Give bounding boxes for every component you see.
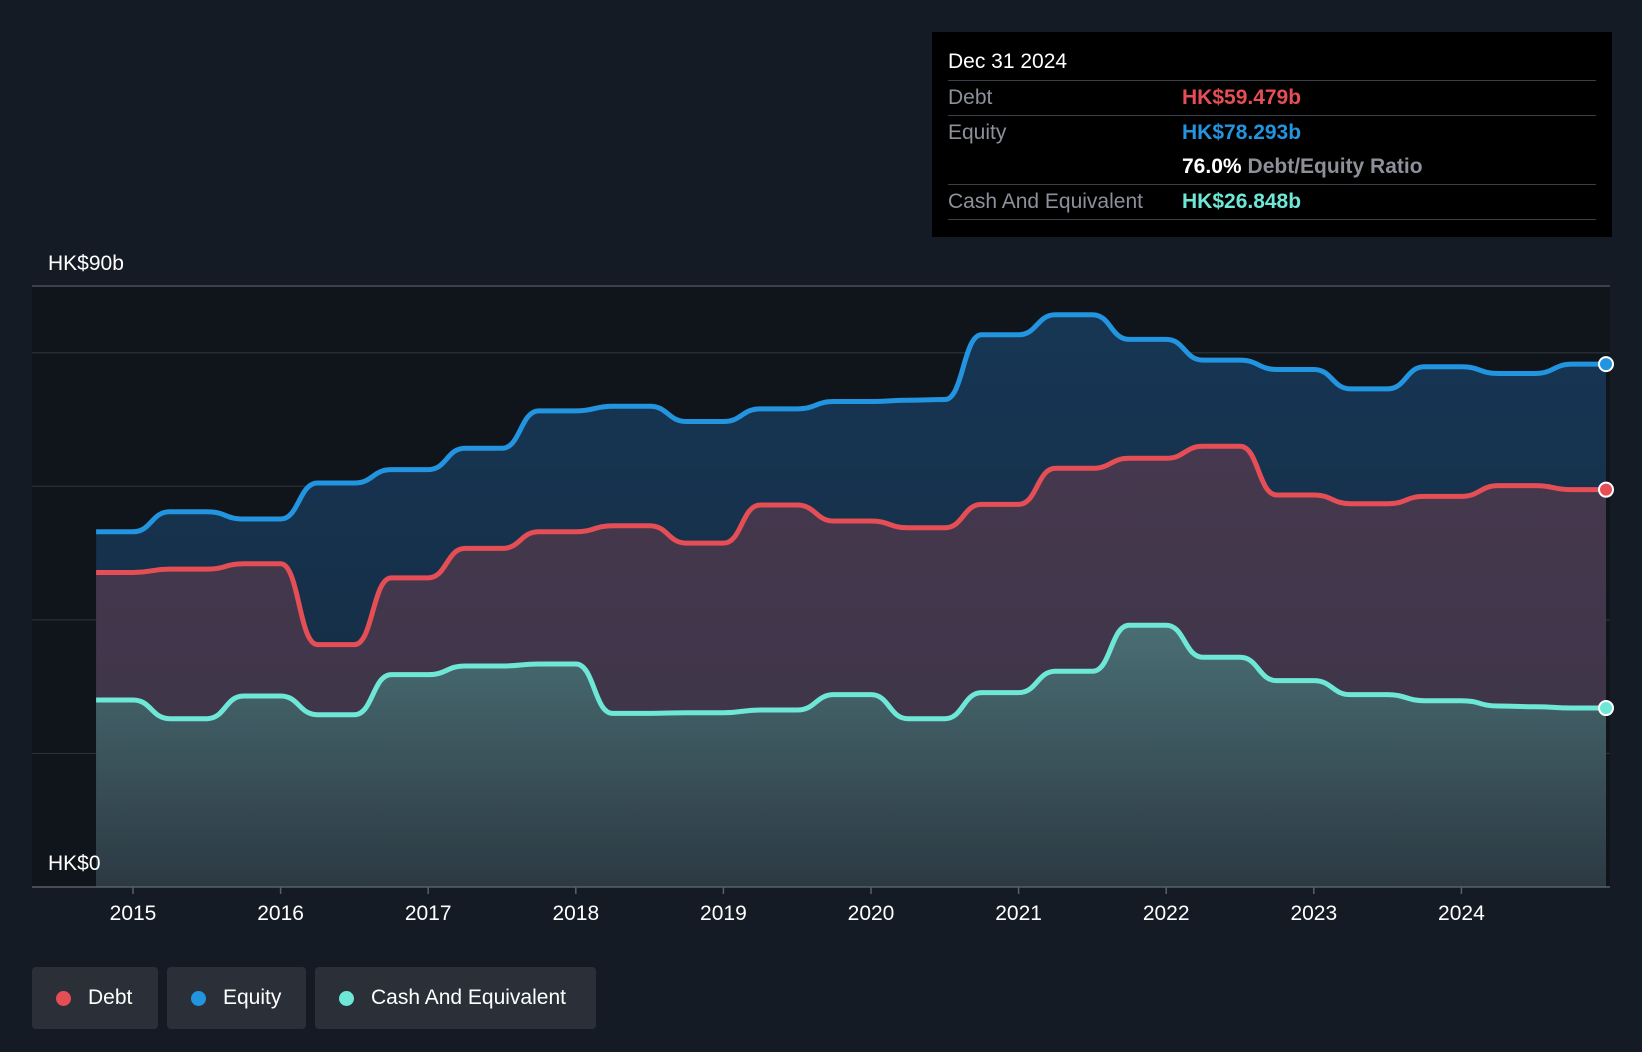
tooltip-cash-value: HK$26.848b xyxy=(1182,190,1302,213)
tooltip-ratio-row: 76.0% Debt/Equity Ratio xyxy=(948,150,1596,184)
series-areas xyxy=(96,314,1607,887)
y-axis-bottom-label: HK$0 xyxy=(48,852,101,875)
y-axis-top-label: HK$90b xyxy=(48,252,124,275)
x-axis-ticks: 2015 2016 2017 2018 2019 2020 2021 2022 2023 2024 xyxy=(110,887,1485,925)
debt-endpoint xyxy=(1598,481,1614,498)
debt-line xyxy=(96,443,1606,648)
legend-label-cash: Cash And Equivalent xyxy=(371,986,566,1009)
x-tick-label: 2016 xyxy=(257,902,304,925)
legend-label-equity: Equity xyxy=(223,986,282,1009)
cash-dot-icon xyxy=(339,990,354,1006)
tooltip-debt-value: HK$59.479b xyxy=(1182,86,1302,109)
debt-dot-icon xyxy=(56,990,71,1006)
x-tick-label: 2020 xyxy=(848,902,895,925)
legend-item-debt[interactable]: Debt xyxy=(32,967,158,1029)
x-tick-label: 2017 xyxy=(405,902,452,925)
series-endpoints xyxy=(1598,356,1614,717)
tooltip-cash-label: Cash And Equivalent xyxy=(948,190,1143,213)
tooltip-equity-value: HK$78.293b xyxy=(1182,121,1302,144)
tooltip-date: Dec 31 2024 xyxy=(948,50,1068,73)
cash-and-equivalent-area xyxy=(96,625,1607,887)
tooltip-ratio-value: 76.0% xyxy=(1182,155,1242,178)
series-lines xyxy=(96,312,1607,722)
tooltip-equity-row: Equity HK$78.293b xyxy=(948,115,1596,150)
tooltip-debt-label: Debt xyxy=(948,86,993,109)
legend-label-debt: Debt xyxy=(88,986,133,1009)
equity-endpoint xyxy=(1598,356,1614,373)
x-tick-label: 2024 xyxy=(1438,902,1485,925)
tooltip: Dec 31 2024 Debt HK$59.479b Equity HK$78… xyxy=(932,32,1612,237)
legend: Debt Equity Cash And Equivalent xyxy=(32,967,596,1029)
cash-and-equivalent-line xyxy=(96,622,1607,722)
x-tick-label: 2023 xyxy=(1290,902,1337,925)
x-tick-label: 2022 xyxy=(1143,902,1190,925)
x-tick-label: 2019 xyxy=(700,902,747,925)
x-tick-label: 2015 xyxy=(110,902,157,925)
x-tick-label: 2021 xyxy=(995,902,1042,925)
legend-item-cash[interactable]: Cash And Equivalent xyxy=(315,967,596,1029)
equity-line xyxy=(96,312,1606,535)
cash-and-equivalent-endpoint xyxy=(1598,700,1614,717)
tooltip-cash-row: Cash And Equivalent HK$26.848b xyxy=(948,184,1596,220)
tooltip-equity-label: Equity xyxy=(948,121,1007,144)
tooltip-ratio-label: Debt/Equity Ratio xyxy=(1247,155,1423,178)
legend-item-equity[interactable]: Equity xyxy=(167,967,306,1029)
tooltip-debt-row: Debt HK$59.479b xyxy=(948,80,1596,115)
x-tick-label: 2018 xyxy=(552,902,599,925)
equity-dot-icon xyxy=(191,990,206,1006)
